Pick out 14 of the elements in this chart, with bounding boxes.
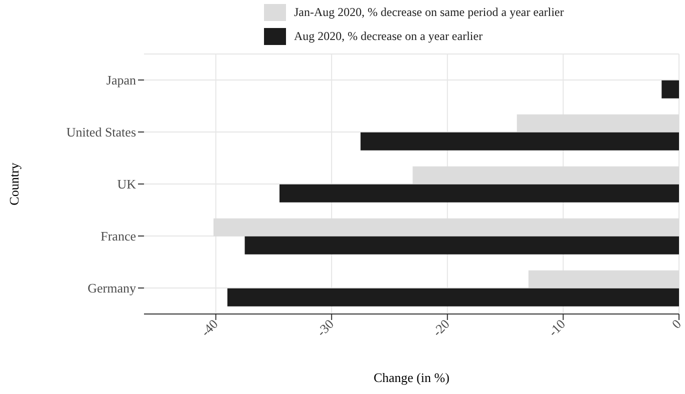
x-tick-label: -30 [314,316,337,340]
y-tick-label: France [100,228,136,244]
legend-label: Jan-Aug 2020, % decrease on same period a year earlier [294,4,564,20]
x-tick-label: -10 [545,316,568,340]
x-tick-label: -40 [198,316,221,340]
y-axis-title: Country [6,162,22,206]
y-tick-label: UK [117,176,137,192]
y-tick-label: United States [66,124,136,140]
y-tick-label: Japan [106,72,136,88]
legend-label: Aug 2020, % decrease on a year earlier [294,28,483,44]
x-axis-title: Change (in %) [374,370,450,385]
x-tick-label: 0 [668,316,684,332]
x-tick-label: -20 [429,316,452,340]
y-tick-label: Germany [88,280,136,296]
